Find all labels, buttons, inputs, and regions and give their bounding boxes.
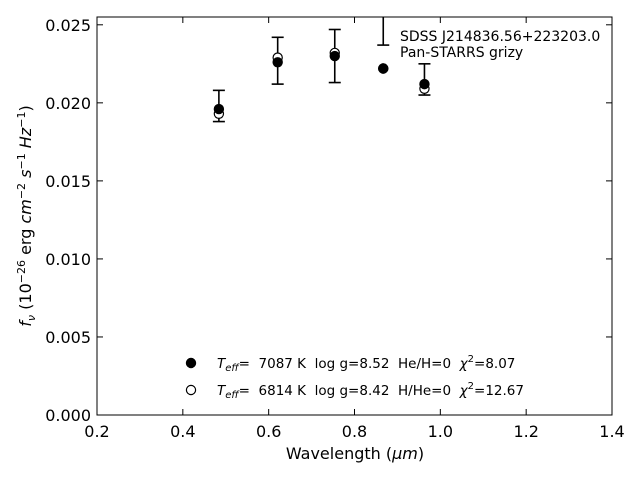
legend: Teff= 7087 K log g=8.52 He/H=0 χ2=8.07 T… (185, 354, 524, 401)
legend-marker-filled (185, 357, 197, 369)
y-tick-label: 0.005 (45, 328, 91, 347)
x-tick-label: 0.8 (342, 422, 367, 441)
annotation-survey-name: Pan-STARRS grizy (400, 45, 523, 61)
annotation-object-name: SDSS J214836.56+223203.0 (400, 29, 600, 45)
legend-marker-open (185, 384, 197, 396)
y-tick-label: 0.010 (45, 250, 91, 269)
x-tick-label: 1.4 (599, 422, 624, 441)
legend-label-filled: Teff= 7087 K log g=8.52 He/H=0 χ2=8.07 (217, 354, 515, 374)
data-points-group (213, 47, 430, 119)
model-point-filled (272, 57, 283, 68)
model-point-filled (378, 63, 389, 74)
y-axis-label: fν (10−26 erg cm−2 s−1 Hz−1) (15, 105, 38, 326)
x-tick-label: 0.4 (170, 422, 195, 441)
legend-label-open: Teff= 6814 K log g=8.42 H/He=0 χ2=12.67 (217, 381, 524, 401)
model-point-filled (213, 103, 225, 115)
ticks-group: 0.2 0.4 0.6 0.8 1.0 1.2 1.4 0.000 0.005 0.010 0.01… (45, 16, 625, 441)
model-point-filled (329, 50, 340, 62)
model-point-filled (419, 78, 430, 90)
x-tick-label: 1.0 (428, 422, 453, 441)
y-tick-label: 0.020 (45, 94, 91, 113)
y-tick-label: 0.015 (45, 172, 91, 191)
y-tick-label: 0.025 (45, 16, 91, 35)
y-tick-label: 0.000 (45, 406, 91, 425)
x-tick-label: 1.2 (513, 422, 538, 441)
x-axis-label: Wavelength (μm) (286, 444, 424, 463)
x-tick-label: 0.6 (256, 422, 281, 441)
x-tick-label: 0.2 (84, 422, 109, 441)
error-bars-group (212, 17, 431, 123)
